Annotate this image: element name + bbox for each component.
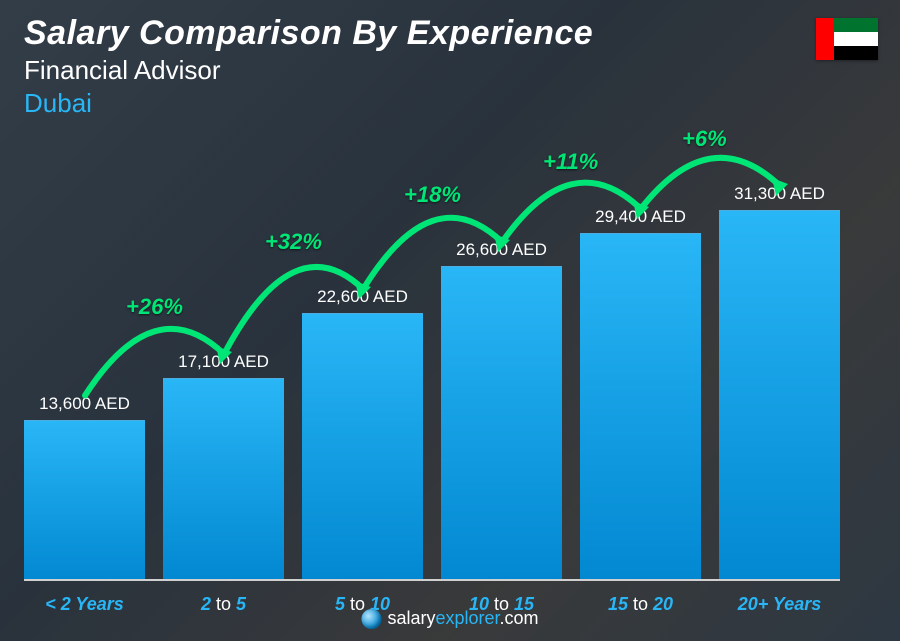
x-axis-label: 2 to 5 xyxy=(201,594,246,615)
bar xyxy=(24,420,145,581)
bar-value-label: 13,600 AED xyxy=(39,394,130,414)
brand-suffix: .com xyxy=(500,608,539,628)
increase-percent-label: +32% xyxy=(265,229,322,255)
footer-brand: salaryexplorer.com xyxy=(361,608,538,629)
uae-flag-icon xyxy=(816,18,878,60)
bar-value-label: 17,100 AED xyxy=(178,352,269,372)
bar-value-label: 31,300 AED xyxy=(734,184,825,204)
bar-value-label: 22,600 AED xyxy=(317,287,408,307)
bar-value-label: 29,400 AED xyxy=(595,207,686,227)
bar-column: 31,300 AED20+ Years xyxy=(719,184,840,581)
bar-column: 13,600 AED< 2 Years xyxy=(24,394,145,581)
brand-part2: explorer xyxy=(435,608,499,628)
bar-column: 29,400 AED15 to 20 xyxy=(580,207,701,581)
bar xyxy=(302,313,423,581)
bar xyxy=(719,210,840,581)
x-axis-label: < 2 Years xyxy=(45,594,124,615)
increase-percent-label: +11% xyxy=(543,149,598,175)
bars-container: 13,600 AED< 2 Years17,100 AED2 to 522,60… xyxy=(24,150,840,581)
page-location: Dubai xyxy=(24,88,593,119)
bar xyxy=(441,266,562,581)
header: Salary Comparison By Experience Financia… xyxy=(24,14,593,119)
bar-column: 17,100 AED2 to 5 xyxy=(163,352,284,581)
chart-baseline xyxy=(24,579,840,581)
bar xyxy=(580,233,701,581)
page-title: Salary Comparison By Experience xyxy=(24,14,593,53)
increase-percent-label: +6% xyxy=(682,126,727,152)
x-axis-label: 20+ Years xyxy=(738,594,822,615)
bar-value-label: 26,600 AED xyxy=(456,240,547,260)
bar-column: 22,600 AED5 to 10 xyxy=(302,287,423,581)
page-subtitle: Financial Advisor xyxy=(24,55,593,86)
globe-icon xyxy=(361,609,381,629)
brand-part1: salary xyxy=(387,608,435,628)
increase-percent-label: +26% xyxy=(126,294,183,320)
bar xyxy=(163,378,284,581)
salary-bar-chart: 13,600 AED< 2 Years17,100 AED2 to 522,60… xyxy=(24,150,840,581)
increase-percent-label: +18% xyxy=(404,182,461,208)
x-axis-label: 15 to 20 xyxy=(608,594,673,615)
bar-column: 26,600 AED10 to 15 xyxy=(441,240,562,581)
